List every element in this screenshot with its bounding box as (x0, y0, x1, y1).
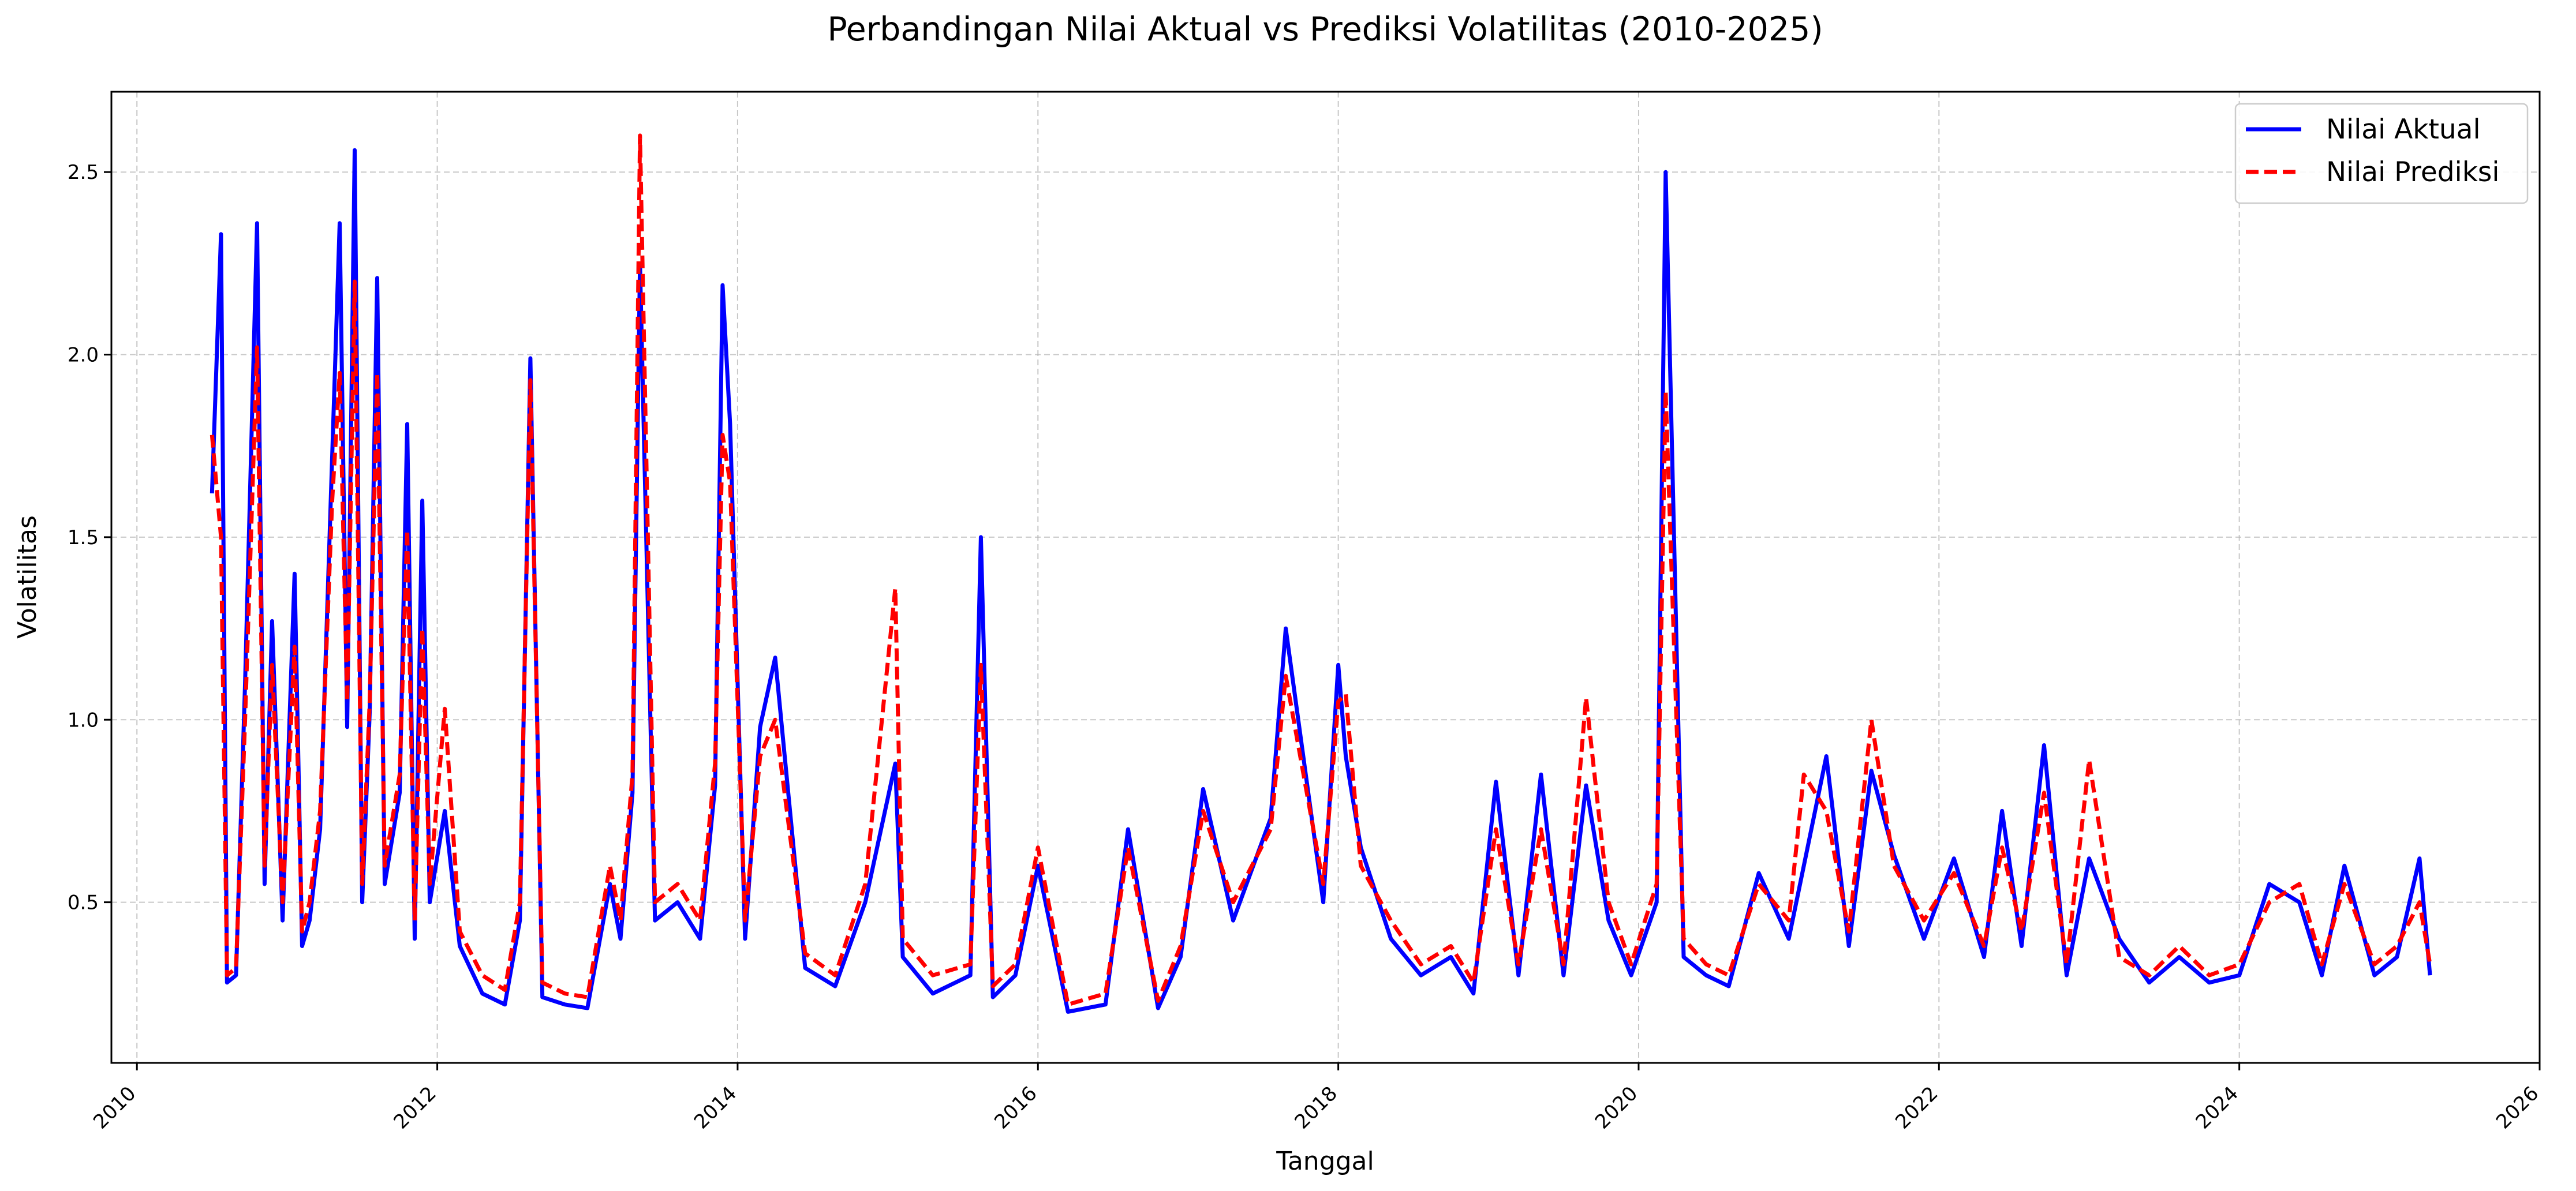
y-tick-label: 2.5 (68, 161, 99, 184)
y-tick-label: 1.0 (68, 709, 99, 732)
y-axis: 0.5 1.0 1.5 2.0 2.5 (68, 161, 111, 915)
series-layer (210, 133, 2432, 1014)
y-tick-label: 1.5 (68, 526, 99, 549)
legend-box (2234, 103, 2529, 204)
y-tick-label: 2.0 (68, 344, 99, 367)
legend-label-aktual: Nilai Aktual (2326, 114, 2481, 145)
x-axis-label: Tanggal (1276, 1147, 1374, 1176)
y-axis-label: Volatilitas (13, 515, 42, 639)
legend: Nilai Aktual Nilai Prediksi (2234, 103, 2529, 204)
plot-frame (110, 91, 2541, 1064)
chart-title: Perbandingan Nilai Aktual vs Prediksi Vo… (827, 10, 1823, 48)
y-tick-label: 0.5 (68, 892, 99, 915)
series-line-prediksi (210, 133, 2432, 1007)
legend-label-prediksi: Nilai Prediksi (2326, 156, 2499, 188)
